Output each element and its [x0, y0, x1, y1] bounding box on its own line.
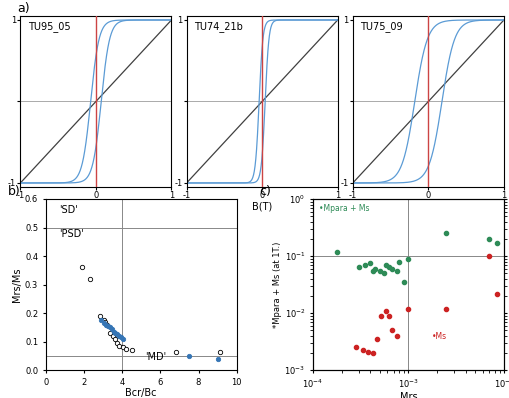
Point [358, 346, 366, 353]
Point [100, 320, 108, 326]
Point [442, 305, 450, 312]
Point [86, 276, 94, 282]
Text: TU75_09: TU75_09 [360, 21, 403, 32]
Text: b): b) [8, 185, 20, 198]
Point [442, 230, 450, 236]
Point [385, 312, 393, 319]
Point [215, 348, 223, 355]
Point [395, 258, 403, 265]
X-axis label: B(T): B(T) [252, 202, 272, 212]
Point [369, 268, 377, 274]
Point [369, 350, 377, 356]
Point [117, 334, 125, 341]
Point [114, 331, 122, 338]
Point [485, 253, 493, 259]
Point [304, 361, 313, 367]
Point [96, 313, 104, 319]
Point [388, 265, 397, 272]
Point [128, 347, 136, 353]
Point [304, 253, 313, 259]
Text: •Mpara + Ms: •Mpara + Ms [319, 204, 369, 213]
Point [333, 248, 342, 255]
Point [377, 312, 385, 319]
Point [111, 330, 120, 336]
Point [493, 240, 501, 246]
Point [101, 318, 109, 325]
Text: 'SD': 'SD' [59, 205, 78, 215]
Point [122, 345, 130, 352]
Point [115, 343, 123, 349]
Point [385, 263, 393, 270]
X-axis label: B(T): B(T) [86, 202, 106, 212]
Point [115, 333, 123, 339]
Point [371, 265, 379, 272]
Point [354, 263, 362, 270]
Text: 'PSD': 'PSD' [59, 228, 84, 239]
Text: •Ms: •Ms [431, 332, 446, 341]
Point [373, 336, 381, 342]
Point [119, 336, 127, 342]
Point [493, 291, 501, 297]
Point [119, 344, 127, 351]
Point [382, 262, 390, 268]
Point [107, 326, 116, 332]
Point [485, 236, 493, 242]
Point [106, 324, 114, 330]
Point [404, 256, 412, 262]
Point [380, 270, 388, 276]
X-axis label: Bcr/Bc: Bcr/Bc [126, 388, 157, 398]
Point [110, 336, 119, 342]
Point [102, 321, 110, 328]
Point [404, 305, 412, 312]
Text: c): c) [260, 185, 271, 198]
Point [108, 333, 117, 339]
Text: TU74_21b: TU74_21b [194, 21, 243, 32]
Point [100, 317, 108, 324]
Point [392, 268, 401, 274]
Point [364, 349, 373, 355]
Text: 'MD': 'MD' [145, 352, 166, 362]
Y-axis label: Mrs/Ms: Mrs/Ms [12, 267, 22, 302]
Point [97, 317, 105, 324]
Point [352, 344, 360, 351]
X-axis label: Mrs: Mrs [400, 392, 417, 398]
Text: a): a) [17, 2, 30, 15]
Point [392, 333, 401, 339]
Point [382, 308, 390, 314]
Point [104, 323, 112, 329]
Point [103, 321, 111, 328]
X-axis label: B(T): B(T) [418, 202, 438, 212]
Point [106, 330, 114, 336]
Point [400, 279, 408, 285]
Text: TU95_05: TU95_05 [28, 21, 71, 32]
Point [361, 262, 369, 268]
Point [185, 353, 193, 359]
Point [366, 260, 375, 266]
Point [114, 340, 122, 346]
Point [109, 328, 118, 335]
Point [78, 264, 86, 271]
Point [376, 268, 384, 274]
Point [213, 355, 221, 362]
Point [388, 327, 397, 334]
Y-axis label: *Mpara + Ms (at 1T.): *Mpara + Ms (at 1T.) [273, 241, 281, 328]
Point [172, 348, 180, 355]
